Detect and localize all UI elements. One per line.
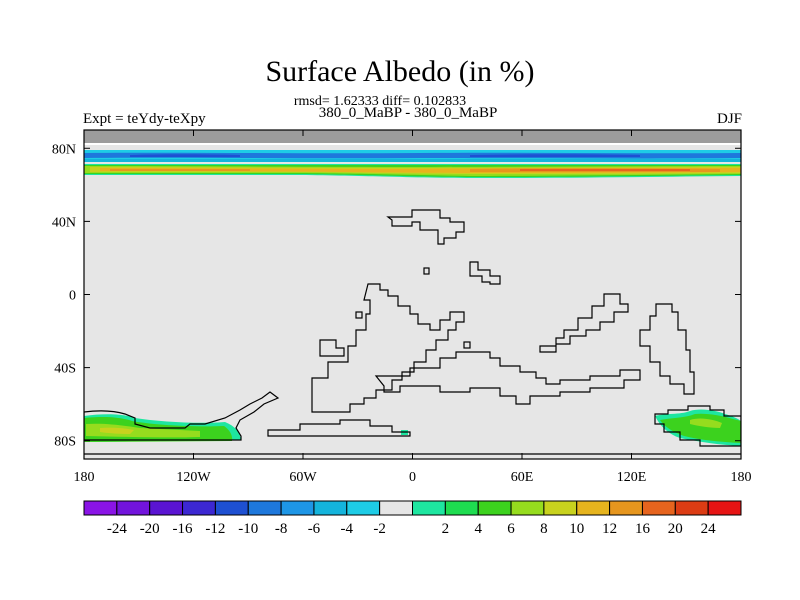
colorbar-label: 24 <box>701 521 717 537</box>
colorbar-label: 20 <box>668 521 683 537</box>
colorbar-swatch <box>313 500 348 516</box>
season-label: DJF <box>716 111 742 127</box>
plot-title: Surface Albedo (in %) <box>265 55 535 88</box>
colorbar-swatch <box>674 500 709 516</box>
colorbar-label: -16 <box>173 521 193 537</box>
colorbar-swatch <box>609 500 643 516</box>
lon-tick-label: 120E <box>617 470 647 485</box>
lat-tick-label: 0 <box>69 289 76 304</box>
colorbar-swatch <box>247 500 282 516</box>
lon-tick-label: 180 <box>74 470 95 485</box>
plot-subtitle: 380_0_MaBP - 380_0_MaBP <box>318 105 498 121</box>
colorbar-label: 16 <box>635 521 651 537</box>
axis-labels: 180 120W 60W 0 60E 120E 180 80N 40N 0 40S 80S <box>52 142 752 485</box>
colorbar-swatch <box>116 500 151 516</box>
stats-line: rmsd= 1.62333 diff= 0.102833 <box>293 94 467 109</box>
colorbar-swatch <box>477 500 512 516</box>
colorbar-label: 2 <box>442 521 450 537</box>
colorbar-label: -10 <box>238 521 258 537</box>
colorbar-swatch <box>280 500 315 516</box>
colorbar-swatch <box>379 500 413 516</box>
data-field <box>84 130 741 455</box>
colorbar-swatch <box>83 500 118 516</box>
colorbar-swatch <box>576 500 611 516</box>
colorbar-label: -4 <box>341 521 354 537</box>
colorbar-swatch <box>149 500 184 516</box>
colorbar-label: -12 <box>205 521 225 537</box>
colorbar-label: 6 <box>507 521 515 537</box>
colorbar-label: -20 <box>140 521 160 537</box>
lat-tick-label: 80N <box>52 142 76 157</box>
no-data-band <box>84 130 741 143</box>
colorbar-label: -8 <box>275 521 288 537</box>
lat-tick-label: 40S <box>54 362 76 377</box>
colorbar-labels: -24 -20 -16 -12 -10 -8 -6 -4 -2 2 4 6 8 10 12 16 20 24 <box>107 521 716 537</box>
arctic-deep-blue-band <box>84 152 741 159</box>
lon-tick-label: 60E <box>511 470 534 485</box>
colorbar-swatch <box>444 500 479 516</box>
lat-tick-label: 40N <box>52 215 76 230</box>
lat-tick-label: 80S <box>54 435 76 450</box>
lon-tick-label: 180 <box>731 470 752 485</box>
lon-tick-label: 0 <box>409 470 416 485</box>
colorbar-swatch <box>510 500 545 516</box>
colorbar-swatch <box>412 500 446 516</box>
colorbar-swatch <box>346 500 381 516</box>
colorbar-swatch <box>641 500 676 516</box>
lon-tick-label: 60W <box>289 470 317 485</box>
map-background <box>84 130 741 459</box>
colorbar-swatch <box>182 500 216 516</box>
axis-ticks <box>83 130 742 459</box>
lon-tick-label: 120W <box>176 470 211 485</box>
colorbar-label: 8 <box>540 521 548 537</box>
colorbar-label: -6 <box>308 521 321 537</box>
colorbar-label: 12 <box>602 521 617 537</box>
colorbar-label: 10 <box>569 521 584 537</box>
colorbar-label: 4 <box>474 521 482 537</box>
colorbar-swatch <box>543 500 578 516</box>
colorbar-label: -24 <box>107 521 127 537</box>
colorbar-swatch <box>707 500 742 516</box>
colorbar-label: -2 <box>373 521 386 537</box>
colorbar <box>83 500 742 516</box>
colorbar-swatch <box>214 500 249 516</box>
experiment-label: Expt = teYdy-teXpy <box>83 111 206 127</box>
